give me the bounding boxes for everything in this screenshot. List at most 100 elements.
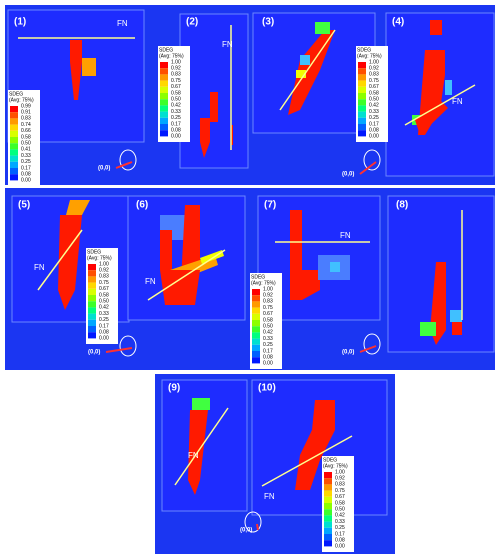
damage-region <box>66 200 90 215</box>
legend-swatch <box>10 137 18 144</box>
legend-swatch <box>88 319 96 326</box>
legend-value: 0.50 <box>99 299 109 305</box>
legend-title: SDEG <box>251 274 265 280</box>
damage-region <box>200 250 224 264</box>
legend-swatch <box>88 295 96 302</box>
fracture-line <box>147 249 226 301</box>
origin-circle <box>119 149 137 171</box>
fracture-line <box>261 435 353 487</box>
damage-region <box>210 92 218 122</box>
damage-region <box>82 58 96 76</box>
damage-region <box>445 80 452 95</box>
legend-value: 1.00 <box>369 59 379 65</box>
legend-value: 1.00 <box>99 261 109 267</box>
legend-swatch <box>88 288 96 295</box>
legend-swatch <box>88 264 96 271</box>
legend-swatch <box>88 301 96 308</box>
legend-swatch <box>160 74 168 81</box>
origin-arrow <box>359 161 377 175</box>
panel-label: (2) <box>186 17 198 28</box>
damage-region <box>288 30 335 115</box>
legend-swatch <box>358 99 366 106</box>
legend-swatch <box>358 86 366 93</box>
legend-value: 0.33 <box>171 109 181 115</box>
legend-swatch <box>252 320 260 327</box>
legend-value: 0.67 <box>99 286 109 292</box>
legend-swatch <box>252 332 260 339</box>
origin-label: (0,0) <box>240 528 252 534</box>
legend-swatch <box>10 118 18 125</box>
legend-swatch <box>160 117 168 124</box>
legend-swatch <box>160 124 168 131</box>
legend-value: 0.58 <box>171 90 181 96</box>
legend-swatch <box>88 332 96 339</box>
legend-swatch <box>252 326 260 333</box>
damage-region <box>450 310 462 322</box>
legend-value: 0.00 <box>99 336 109 342</box>
legend-swatch <box>10 106 18 113</box>
legend-swatch <box>324 509 332 516</box>
legend-value: 0.17 <box>263 348 273 354</box>
origin-arrow <box>115 161 133 169</box>
legend-value: 0.00 <box>21 178 31 184</box>
legend-value: 0.75 <box>99 280 109 286</box>
legend-subtitle: (Avg: 75%) <box>87 255 112 261</box>
panel-label: (5) <box>18 200 30 211</box>
legend-value: 0.75 <box>263 305 273 311</box>
legend-swatch <box>324 490 332 497</box>
legend-value: 0.83 <box>335 482 345 488</box>
damage-region <box>192 398 210 410</box>
legend-value: 0.74 <box>21 122 31 128</box>
legend-value: 0.17 <box>369 121 379 127</box>
legend-swatch <box>324 540 332 547</box>
origin-label: (0,0) <box>88 350 100 356</box>
legend-swatch <box>358 130 366 137</box>
damage-region <box>200 118 210 158</box>
legend-value: 0.50 <box>369 97 379 103</box>
legend-swatch <box>160 86 168 93</box>
legend-value: 0.25 <box>21 159 31 165</box>
legend-value: 0.50 <box>263 324 273 330</box>
legend-swatch <box>358 74 366 81</box>
legend-value: 0.17 <box>99 323 109 329</box>
legend-value: 0.50 <box>171 97 181 103</box>
legend-swatch <box>324 496 332 503</box>
legend-value: 0.33 <box>21 153 31 159</box>
legend-swatch <box>160 111 168 118</box>
origin-circle <box>119 335 137 357</box>
legend-value: 0.17 <box>171 121 181 127</box>
legend-value: 0.67 <box>171 84 181 90</box>
legend-swatch <box>358 105 366 112</box>
origin-label: (0,0) <box>98 166 110 172</box>
legend-value: 0.42 <box>171 103 181 109</box>
legend-swatch <box>252 301 260 308</box>
fn-label: FN <box>264 492 275 501</box>
legend-value: 0.08 <box>99 330 109 336</box>
legend-value: 0.00 <box>263 361 273 367</box>
legend-value: 0.83 <box>21 116 31 122</box>
origin-arrow <box>256 523 259 531</box>
legend-value: 0.08 <box>369 128 379 134</box>
legend-subtitle: (Avg: 75%) <box>323 463 348 469</box>
damage-region <box>420 322 436 336</box>
legend-value: 0.67 <box>335 494 345 500</box>
legend-title: SDEG <box>323 457 337 463</box>
legend-value: 0.92 <box>99 268 109 274</box>
legend-value: 0.83 <box>171 72 181 78</box>
legend-swatch <box>324 478 332 485</box>
legend-swatch <box>358 117 366 124</box>
panel-label: (9) <box>168 383 180 394</box>
legend-swatch <box>252 313 260 320</box>
legend-value: 0.08 <box>335 538 345 544</box>
legend-swatch <box>252 295 260 302</box>
legend-swatch <box>160 99 168 106</box>
damage-region <box>70 40 82 62</box>
legend-value: 0.33 <box>335 519 345 525</box>
legend-swatch <box>358 62 366 69</box>
legend-swatch <box>160 80 168 87</box>
damage-region <box>430 20 442 35</box>
legend-value: 0.00 <box>335 544 345 550</box>
damage-region <box>160 230 172 270</box>
